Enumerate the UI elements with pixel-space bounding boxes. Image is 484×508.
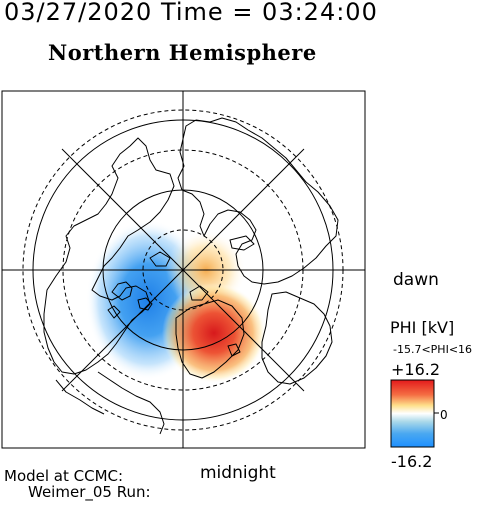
potential-pattern (86, 220, 266, 383)
coastline-south-west (97, 371, 165, 435)
colorbar-range: -15.7<PHI<16 (393, 343, 473, 356)
coastline-islands-polar (149, 251, 209, 301)
coastline-islands-small (107, 235, 255, 357)
midnight-label: midnight (200, 463, 276, 483)
coastlines (43, 117, 339, 435)
model-label: Model at CCMC: (4, 467, 124, 485)
colorbar (390, 379, 435, 448)
colorbar-title: PHI [kV] (390, 318, 455, 337)
coastline-north-east (177, 117, 339, 285)
dawn-label: dawn (393, 270, 439, 290)
coastline-west (43, 137, 175, 375)
colorbar-zero-label: 0 (440, 408, 448, 422)
colorbar-min-label: -16.2 (391, 452, 433, 471)
meridian-diagonal-2 (61, 148, 305, 392)
hemisphere-title: Northern Hemisphere (48, 40, 317, 65)
timestamp-title: 03/27/2020 Time = 03:24:00 (4, 0, 378, 26)
coastline-south-west-2 (55, 379, 105, 415)
run-label: Weimer_05 Run: (28, 483, 151, 501)
coastline-east (261, 291, 333, 385)
positive-potential-cell (162, 283, 266, 383)
meridian-grid (2, 91, 365, 448)
colorbar-max-label: +16.2 (391, 360, 441, 379)
